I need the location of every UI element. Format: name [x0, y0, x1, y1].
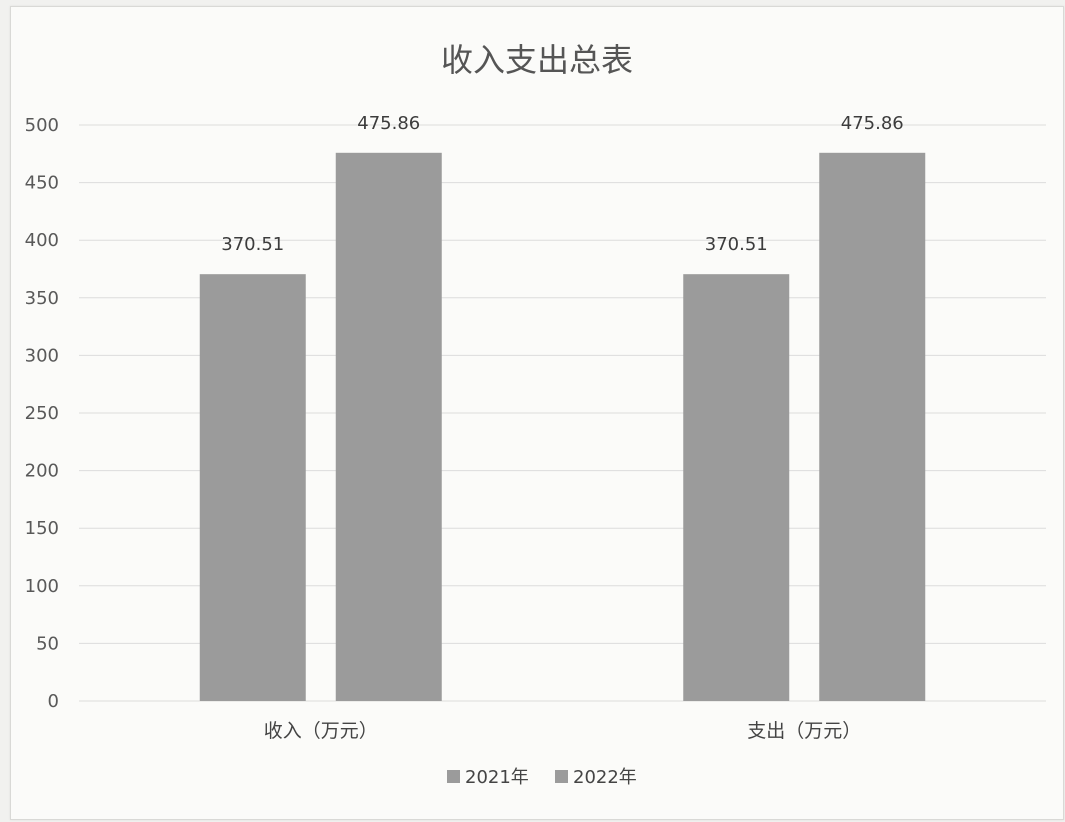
y-tick-label: 350 [25, 288, 59, 309]
y-tick-label: 200 [25, 461, 59, 482]
bar-2021年-1 [683, 274, 790, 701]
bar-2022年-1 [819, 152, 926, 702]
data-labels: 370.51 475.86 370.51 475.86 [221, 113, 903, 255]
chart-title: 收入支出总表 [441, 41, 633, 79]
legend: 2021年 2022年 [447, 767, 637, 788]
y-tick-label: 450 [25, 173, 59, 194]
y-tick-label: 500 [25, 115, 59, 136]
x-category-label: 支出（万元） [747, 720, 861, 742]
legend-swatch [555, 770, 568, 783]
data-label: 475.86 [841, 113, 904, 134]
bars [199, 152, 926, 702]
legend-label: 2021年 [465, 767, 529, 788]
legend-label: 2022年 [573, 767, 637, 788]
chart-page: 收入支出总表 0 50 100 150 200 250 300 350 400 450 500 37… [10, 6, 1064, 820]
bar-2022年-0 [335, 152, 442, 702]
y-axis-ticks: 0 50 100 150 200 250 300 350 400 450 500 [25, 115, 59, 712]
y-tick-label: 300 [25, 345, 59, 366]
data-label: 475.86 [357, 113, 420, 134]
y-tick-label: 400 [25, 230, 59, 251]
data-label: 370.51 [705, 234, 768, 255]
data-label: 370.51 [221, 234, 284, 255]
y-tick-label: 50 [36, 633, 59, 654]
bar-chart: 收入支出总表 0 50 100 150 200 250 300 350 400 450 500 37… [25, 41, 1046, 788]
y-tick-label: 250 [25, 403, 59, 424]
bar-2021年-0 [199, 274, 306, 701]
x-category-label: 收入（万元） [264, 720, 378, 742]
legend-swatch [447, 770, 460, 783]
y-tick-label: 100 [25, 576, 59, 597]
y-tick-label: 0 [48, 691, 59, 712]
y-tick-label: 150 [25, 518, 59, 539]
x-axis-categories: 收入（万元） 支出（万元） [264, 720, 862, 742]
